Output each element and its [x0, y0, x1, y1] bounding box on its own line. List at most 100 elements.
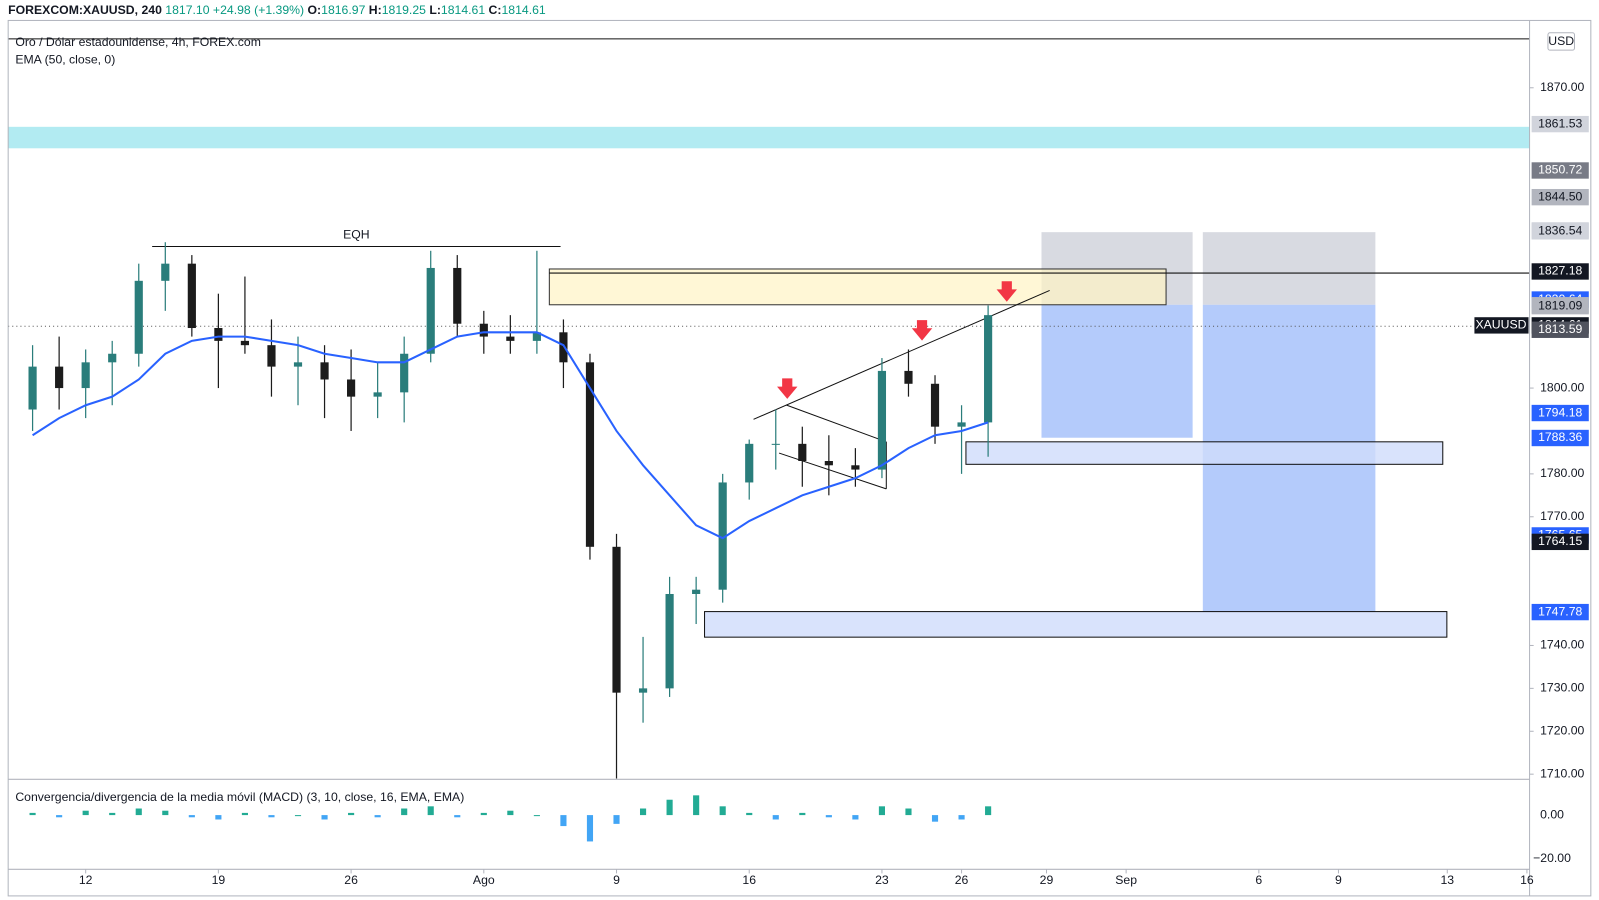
candle-body — [214, 328, 223, 341]
price-label: 1813.59 — [1538, 322, 1582, 336]
macd-bar — [985, 806, 992, 816]
x-tick-label: 23 — [875, 873, 889, 887]
candle-body — [984, 315, 993, 423]
target-zone — [1041, 304, 1193, 438]
price-label: 1861.53 — [1538, 116, 1582, 130]
candle-body — [930, 383, 940, 427]
o: 1816.97 — [321, 3, 365, 17]
candle-body — [506, 336, 515, 341]
y-tick-label: 1780.00 — [1540, 466, 1584, 480]
candle-body — [479, 323, 488, 337]
macd-bar — [958, 815, 965, 820]
x-tick-label: Ago — [473, 873, 495, 887]
candle-body — [851, 465, 860, 470]
candle-body — [347, 379, 356, 397]
candle-body — [745, 443, 754, 483]
marks: 1870.00 1800.00 1780.00 1770.00 1740.00 1730.… — [28, 80, 1589, 887]
candle-body — [373, 392, 382, 397]
macd-bar — [878, 806, 886, 816]
price-label: 1794.18 — [1538, 405, 1582, 419]
o-label: O: — [308, 3, 322, 17]
channel-line — [778, 452, 887, 490]
y-tick-label: 1720.00 — [1540, 723, 1584, 737]
demand-zone — [704, 611, 1448, 638]
candle-body — [904, 370, 913, 384]
macd-bar — [772, 815, 779, 820]
macd-bar — [188, 815, 195, 818]
candle-body — [55, 366, 64, 389]
x-tick-label: 19 — [212, 873, 226, 887]
candle-body — [718, 482, 727, 590]
macd-bar — [905, 808, 912, 816]
price-label-box — [1531, 263, 1589, 280]
y-tick-label: 1800.00 — [1540, 380, 1584, 394]
candle-body — [187, 263, 196, 329]
macd-bar — [586, 815, 594, 842]
change: +24.98 (+1.39%) — [213, 3, 304, 17]
candle-body — [240, 340, 250, 346]
price-label-box — [1531, 115, 1589, 133]
macd-bar — [109, 812, 116, 816]
candle-body — [957, 422, 966, 427]
macd-bar — [268, 815, 275, 818]
candle-body — [771, 443, 780, 445]
price-label-box — [1531, 188, 1589, 206]
candle-body — [134, 280, 143, 354]
candle-body — [400, 353, 409, 393]
indicator-label: EMA (50, close, 0) — [15, 53, 115, 67]
channel-line — [786, 404, 887, 443]
macd-bar — [825, 815, 832, 818]
macd-bar — [29, 812, 36, 816]
stop-zone — [1202, 232, 1376, 305]
h: 1819.25 — [382, 3, 426, 17]
x-tick-label: 13 — [1440, 873, 1454, 887]
macd-bar — [613, 815, 620, 824]
x-tick-label: Sep — [1115, 873, 1137, 887]
macd-bar — [374, 815, 381, 818]
price-label: 1844.50 — [1538, 189, 1582, 203]
macd-bar — [215, 815, 222, 820]
macd-bar — [401, 808, 408, 816]
macd-bar — [294, 815, 302, 817]
trend-line — [753, 289, 1050, 420]
macd-bar — [931, 815, 939, 822]
last: 1817.10 — [165, 3, 209, 17]
price-label-box — [1531, 321, 1589, 338]
macd-title: Convergencia/divergencia de la media móv… — [15, 790, 464, 804]
candle-body — [638, 688, 648, 693]
candle-body — [692, 589, 701, 594]
symbol: FOREXCOM:XAUUSD, 240 — [8, 3, 162, 17]
candle-body — [293, 362, 303, 367]
candle-body — [585, 362, 595, 547]
currency-box[interactable] — [1547, 32, 1576, 51]
c-label: C: — [489, 3, 502, 17]
x-tick-label: 16 — [742, 873, 756, 887]
macd-bar — [480, 812, 487, 816]
currency[interactable]: USD — [1548, 34, 1574, 48]
candle-body — [612, 546, 621, 693]
price-label-box — [1531, 429, 1589, 447]
macd-bar — [454, 815, 461, 818]
macd-bar — [639, 808, 647, 816]
macd-bar — [321, 815, 328, 820]
x-tick-label: 16 — [1520, 873, 1534, 887]
price-label-box — [1531, 162, 1589, 179]
candle-body — [665, 593, 674, 689]
header: FOREXCOM:XAUUSD, 240 1817.10 +24.98 (+1.… — [8, 3, 546, 17]
candle-body — [453, 267, 462, 324]
y-tick-label: 1730.00 — [1540, 681, 1584, 695]
price-label: 1827.18 — [1538, 264, 1582, 278]
y-tick-label: 1870.00 — [1540, 80, 1584, 94]
candle-body — [426, 267, 435, 354]
price-label: 1747.78 — [1538, 604, 1582, 618]
price-label-box — [1531, 533, 1589, 551]
macd-bar — [799, 812, 806, 816]
price-label: 1836.54 — [1538, 224, 1582, 238]
frame — [7, 19, 1592, 897]
candle-body — [532, 332, 541, 341]
x-tick-label: 9 — [1335, 873, 1342, 887]
annotation: EQH — [343, 227, 370, 241]
candle-body — [877, 370, 887, 470]
